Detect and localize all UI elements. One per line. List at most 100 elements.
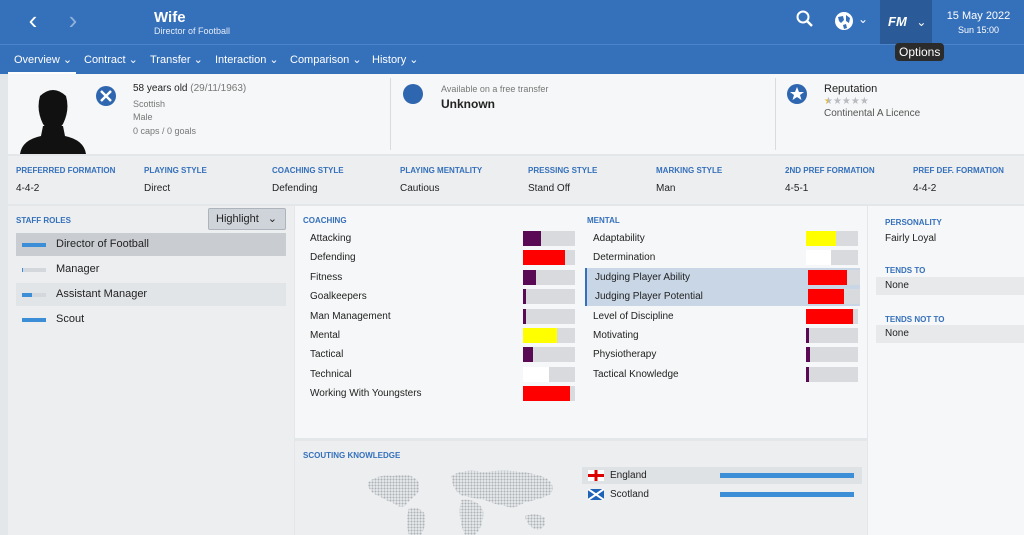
forward-arrow-icon[interactable]: › bbox=[68, 5, 78, 35]
country-row[interactable]: England bbox=[582, 467, 862, 484]
style-label: COACHING STYLE bbox=[272, 166, 344, 175]
globe-icon[interactable] bbox=[834, 11, 854, 36]
chevron-down-icon: ⌄ bbox=[916, 15, 927, 29]
attribute-row[interactable]: Fitness bbox=[302, 268, 577, 287]
age-line: 58 years old (29/11/1963) bbox=[133, 83, 246, 94]
transfer-caption: Available on a free transfer bbox=[441, 84, 549, 94]
attribute-name: Mental bbox=[310, 330, 341, 341]
style-label: MARKING STYLE bbox=[656, 166, 723, 175]
attribute-row[interactable]: Level of Discipline bbox=[585, 307, 860, 326]
attribute-row[interactable]: Defending bbox=[302, 248, 577, 267]
date-panel[interactable]: 15 May 2022 Sun 15:00 bbox=[933, 0, 1024, 44]
attribute-bar-fill bbox=[523, 366, 549, 382]
attribute-row[interactable]: Judging Player Potential bbox=[585, 287, 860, 307]
staff-role-row[interactable]: Scout bbox=[16, 308, 286, 331]
highlight-label: Highlight bbox=[216, 213, 259, 225]
style-value: Stand Off bbox=[528, 183, 571, 194]
tab-history[interactable]: History ⌄ bbox=[372, 54, 419, 66]
attribute-bar-fill bbox=[523, 308, 526, 324]
attribute-row[interactable]: Working With Youngsters bbox=[302, 384, 577, 403]
attribute-name: Goalkeepers bbox=[310, 291, 367, 303]
attribute-name: Defending bbox=[310, 252, 356, 264]
tab-contract[interactable]: Contract ⌄ bbox=[84, 54, 138, 66]
staff-role-row[interactable]: Director of Football bbox=[16, 233, 286, 256]
highlight-dropdown[interactable]: Highlight ⌄ bbox=[208, 208, 286, 230]
style-label: 2ND PREF FORMATION bbox=[785, 166, 875, 175]
personality-value: Fairly Loyal bbox=[885, 233, 937, 244]
style-value: 4-4-2 bbox=[913, 183, 937, 194]
attributes-panel bbox=[295, 206, 867, 438]
attribute-name: Level of Discipline bbox=[593, 310, 674, 322]
attribute-bar-fill bbox=[806, 328, 809, 343]
attribute-bar-fill bbox=[806, 347, 811, 363]
avatar bbox=[20, 90, 86, 154]
scotland-flag-icon bbox=[588, 489, 604, 500]
country-row[interactable]: Scotland bbox=[582, 486, 862, 503]
coaching-label: COACHING bbox=[303, 216, 347, 225]
tab-comparison[interactable]: Comparison ⌄ bbox=[290, 54, 362, 66]
attribute-row[interactable]: Adaptability bbox=[585, 229, 860, 248]
fm-menu-button[interactable]: FM ⌄ bbox=[880, 0, 932, 44]
england-flag-icon bbox=[588, 470, 604, 481]
attribute-bar bbox=[806, 328, 858, 343]
attribute-name: Judging Player Ability bbox=[595, 271, 691, 283]
search-icon[interactable] bbox=[796, 10, 814, 33]
attribute-row[interactable]: Tactical Knowledge bbox=[585, 365, 860, 384]
reputation-label: Reputation bbox=[824, 83, 878, 95]
attribute-row[interactable]: Determination bbox=[585, 248, 860, 267]
attribute-row[interactable]: Man Management bbox=[302, 307, 577, 326]
attribute-name: Tactical Knowledge bbox=[593, 368, 679, 380]
transfer-value: Unknown bbox=[441, 97, 495, 111]
tends-to-label: TENDS TO bbox=[885, 266, 926, 275]
attribute-row[interactable]: Mental bbox=[302, 326, 577, 345]
role-level-icon bbox=[22, 268, 46, 272]
tab-overview[interactable]: Overview ⌄ bbox=[14, 54, 73, 66]
back-arrow-icon[interactable]: ‹ bbox=[28, 5, 38, 35]
attribute-bar bbox=[808, 269, 860, 285]
attribute-row[interactable]: Judging Player Ability bbox=[585, 267, 860, 287]
top-bar: ‹ › Wife Director of Football ⌄ bbox=[0, 0, 1024, 44]
chevron-down-icon[interactable]: ⌄ bbox=[858, 12, 869, 26]
attribute-row[interactable]: Physiotherapy bbox=[585, 345, 860, 364]
attribute-row[interactable]: Goalkeepers bbox=[302, 287, 577, 306]
attribute-bar bbox=[523, 308, 575, 324]
attribute-row[interactable]: Tactical bbox=[302, 345, 577, 364]
date-of-birth: (29/11/1963) bbox=[190, 83, 247, 94]
country-name: Scotland bbox=[610, 489, 649, 500]
role-label: Director of Football bbox=[56, 238, 149, 250]
style-value: 4-4-2 bbox=[16, 183, 40, 194]
tab-interaction[interactable]: Interaction ⌄ bbox=[215, 54, 279, 66]
active-tab-indicator bbox=[8, 72, 76, 75]
role-level-icon bbox=[22, 293, 46, 297]
page-subtitle: Director of Football bbox=[154, 26, 231, 36]
attribute-row[interactable]: Motivating bbox=[585, 326, 860, 345]
attribute-row[interactable]: Attacking bbox=[302, 229, 577, 248]
attribute-bar-fill bbox=[523, 328, 557, 343]
personality-label: PERSONALITY bbox=[885, 218, 942, 227]
chevron-down-icon: ⌄ bbox=[267, 213, 277, 225]
attribute-bar-fill bbox=[806, 366, 809, 382]
options-tooltip: Options bbox=[895, 43, 945, 61]
role-level-icon bbox=[22, 243, 46, 247]
fm-logo: FM bbox=[888, 14, 907, 29]
mental-label: MENTAL bbox=[587, 216, 620, 225]
attribute-name: Motivating bbox=[593, 330, 639, 341]
tab-transfer[interactable]: Transfer ⌄ bbox=[150, 54, 203, 66]
attribute-bar bbox=[806, 347, 858, 363]
attribute-name: Fitness bbox=[310, 271, 343, 283]
style-label: PREF DEF. FORMATION bbox=[913, 166, 1004, 175]
world-map bbox=[367, 470, 553, 535]
country-name: England bbox=[610, 470, 647, 481]
attribute-row[interactable]: Technical bbox=[302, 365, 577, 384]
staff-role-row[interactable]: Manager bbox=[16, 258, 286, 281]
attribute-bar bbox=[808, 289, 860, 305]
attribute-name: Tactical bbox=[310, 349, 344, 361]
style-label: PREFERRED FORMATION bbox=[16, 166, 116, 175]
attribute-name: Man Management bbox=[310, 310, 391, 322]
attribute-bar bbox=[523, 386, 575, 402]
tends-not-to-label: TENDS NOT TO bbox=[885, 315, 945, 324]
tends-to-value: None bbox=[876, 277, 1024, 295]
staff-role-row[interactable]: Assistant Manager bbox=[16, 283, 286, 306]
attribute-bar-fill bbox=[523, 289, 526, 305]
attribute-bar bbox=[806, 308, 858, 324]
